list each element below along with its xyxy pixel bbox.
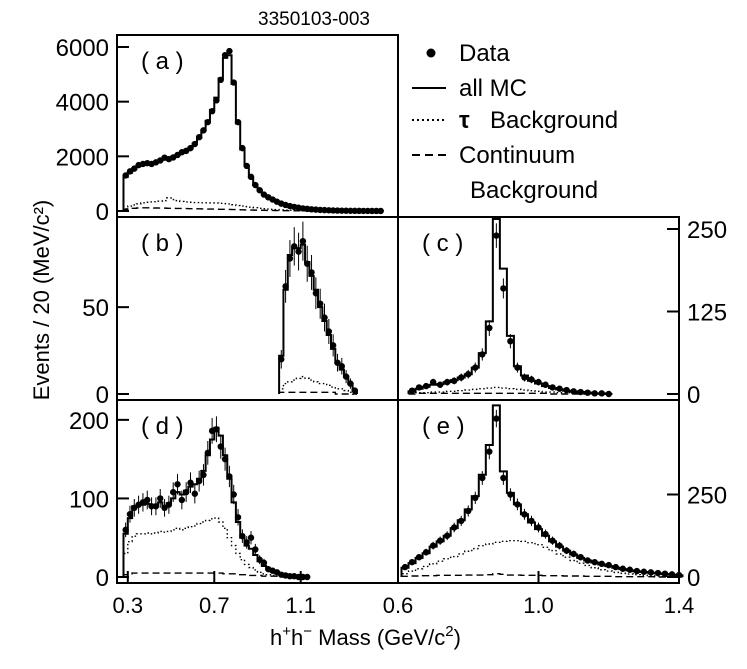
panel-c-data-point-13 (500, 285, 507, 292)
panel-e-series-continuum-background (400, 573, 683, 578)
legend-continuum-label-1: Continuum (459, 142, 575, 169)
panel-e-ytick-label-1: 250 (687, 483, 727, 510)
panel-e: ( e ) 0 250 0.6 1.0 1.4 (383, 404, 727, 618)
panel-b-data-point-4 (295, 248, 302, 255)
panel-c: ( c ) 0 125 250 (407, 217, 727, 409)
legend-allmc-label: all MC (459, 75, 527, 102)
panel-a-ytick-label-2: 4000 (56, 90, 109, 117)
panel-e-data-point-13 (493, 415, 500, 422)
x-axis-title-end: ) (454, 625, 461, 650)
x-axis-title-plus: + (282, 623, 291, 640)
x-axis-title-rest: Mass (GeV/c (312, 625, 445, 650)
panel-d-data-point-13 (178, 496, 186, 504)
panel-e-xtick-label-1: 1.0 (523, 593, 554, 618)
legend-tau-label: Background (490, 107, 618, 134)
panel-c-series-all-mc (407, 218, 613, 395)
panel-d-data-point-29 (247, 534, 255, 541)
panel-e-ytick-label-0: 0 (687, 565, 700, 592)
panel-d-xtick-label-1: 0.7 (199, 593, 230, 618)
panel-a-series-continuum-background (122, 207, 383, 212)
panel-d-xtick-label-0: 0.3 (113, 593, 144, 618)
legend-data-label: Data (459, 40, 510, 67)
legend-continuum-label-2: Background (470, 177, 598, 204)
panel-d-data-point-16 (191, 490, 199, 497)
panel-b-series-background (278, 375, 357, 395)
panel-d-data-point-8 (157, 495, 164, 502)
panel-c-data-point-14 (507, 338, 514, 345)
panel-a-label: ( a ) (141, 48, 184, 75)
panel-a-data-point-24 (226, 47, 233, 55)
panel-e-data-point-11 (479, 474, 486, 482)
panel-b-series-continuum-background (278, 391, 357, 395)
panel-d-ytick-label-2: 200 (69, 408, 109, 435)
panel-c-series-background (407, 386, 613, 395)
panel-b-ytick-label-0: 0 (96, 382, 109, 409)
panel-b-ytick-label-1: 50 (82, 295, 109, 322)
panel-a: ( a ) 0 2000 4000 6000 (56, 35, 384, 226)
panel-c-label: ( c ) (422, 230, 463, 257)
panel-d-ytick-label-0: 0 (96, 565, 109, 592)
panel-d-ytick-label-1: 100 (69, 486, 109, 513)
x-axis-title-h2: h (291, 625, 303, 650)
panel-d-series-all-mc (122, 426, 310, 578)
panel-a-ytick-label-1: 2000 (56, 144, 109, 171)
panel-c-data-point-3 (429, 378, 437, 386)
panel-e-xtick-label-0: 0.6 (383, 593, 414, 618)
panel-b: ( b ) 0 50 (82, 221, 358, 409)
panel-d-series-background (122, 517, 310, 578)
legend-tau-symbol: τ (459, 107, 470, 134)
panel-e-label: ( e ) (422, 413, 465, 440)
panel-d-xtick-label-2: 1.1 (285, 593, 316, 618)
panel-a-ytick-label-3: 6000 (56, 35, 109, 62)
panel-d-label: ( d ) (141, 413, 184, 440)
panel-d: ( d ) 0 100 200 0.3 0.7 1.1 (69, 408, 316, 618)
panel-e-series-background (400, 540, 684, 578)
panel-e-data-point-12 (486, 448, 493, 455)
y-axis-title: Events / 20 (MeV/c²) (29, 200, 54, 401)
x-axis-title: h+h− Mass (GeV/c2) (270, 623, 461, 650)
panel-c-ytick-label-1: 125 (687, 300, 727, 327)
x-axis-title-minus: − (303, 623, 312, 640)
legend: Data all MC τ Background Continuum Backg… (412, 40, 618, 204)
panel-d-data-point-12 (174, 481, 181, 488)
panel-a-series-all-mc (122, 54, 384, 212)
panel-b-data-point-5 (299, 237, 307, 245)
panel-e-series-all-mc (400, 404, 684, 577)
legend-data-marker (426, 48, 436, 58)
panel-d-series-continuum-background (122, 572, 310, 578)
panel-e-data-point-14 (500, 474, 507, 482)
panel-c-ytick-label-0: 0 (687, 382, 700, 409)
panel-b-label: ( b ) (141, 230, 184, 257)
panel-d-data-point-5 (144, 496, 151, 504)
panel-b-series-all-mc (278, 243, 358, 394)
figure-id: 3350103-003 (258, 9, 370, 30)
panel-a-series-background (122, 197, 383, 212)
panel-c-series-continuum-background (408, 392, 613, 395)
x-axis-title-h1: h (270, 625, 282, 650)
x-axis-title-sq: 2 (445, 623, 453, 640)
panel-e-xtick-label-2: 1.4 (664, 593, 695, 618)
panel-c-data-point-12 (493, 232, 500, 239)
panel-c-ytick-label-2: 250 (687, 217, 727, 244)
panel-a-ytick-label-0: 0 (96, 199, 109, 226)
panel-c-data-point-11 (486, 324, 493, 332)
